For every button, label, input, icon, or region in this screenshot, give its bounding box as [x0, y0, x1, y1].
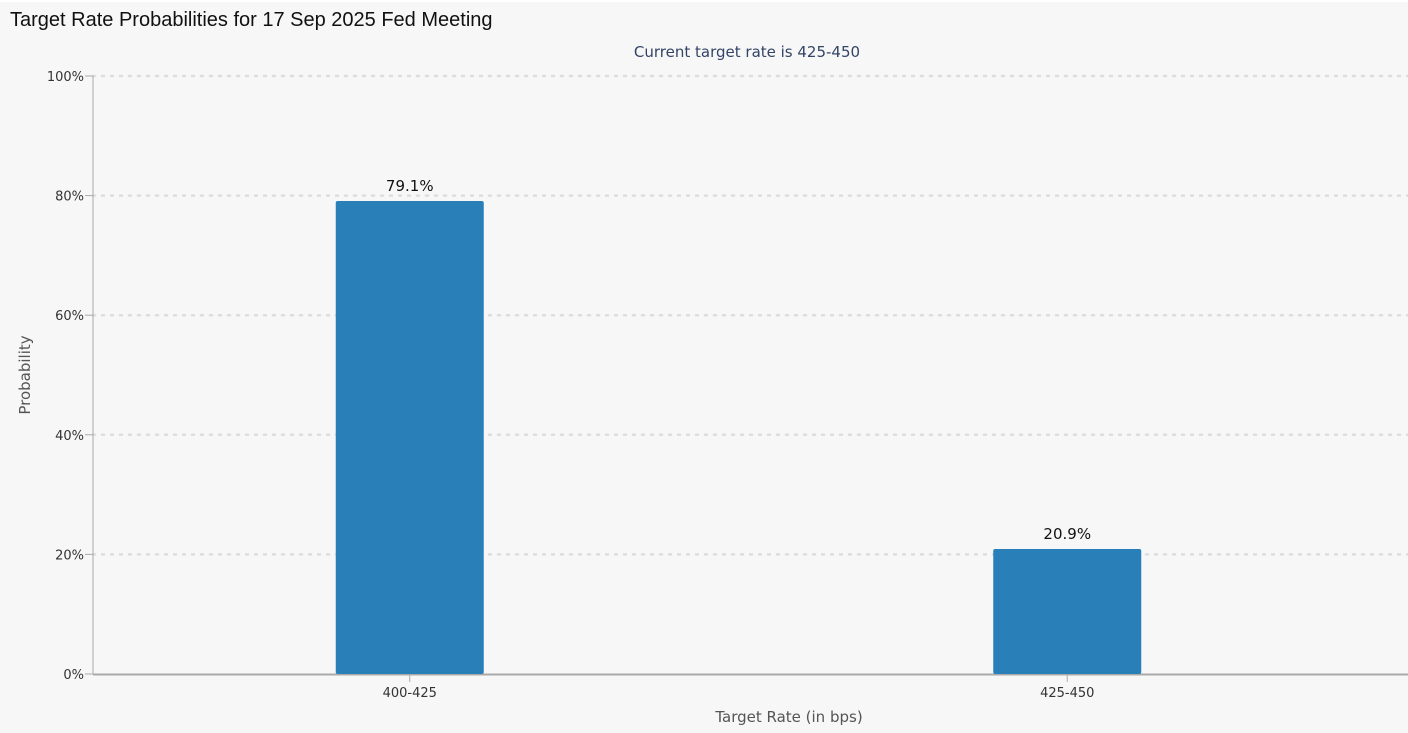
bar-425-450	[993, 549, 1142, 674]
y-tick-label: 40%	[55, 429, 84, 444]
x-axis-title: Target Rate (in bps)	[714, 708, 862, 726]
labels: 0% 20% 40% 60% 80% 100% 79.1% 400-425 20.9% 425-4…	[16, 43, 1094, 726]
y-tick-label: 100%	[47, 70, 84, 85]
data-label: 79.1%	[386, 177, 434, 195]
top-rule	[0, 0, 1408, 2]
chart-subtitle: Current target rate is 425-450	[634, 43, 860, 61]
y-tick-label: 0%	[63, 668, 84, 683]
y-tick-label: 20%	[55, 548, 84, 563]
grid-lines	[91, 74, 1408, 556]
y-axis-title: Probability	[16, 335, 34, 414]
x-tick-label: 400-425	[383, 686, 437, 701]
data-label: 20.9%	[1043, 525, 1091, 543]
bar-400-425	[335, 200, 484, 674]
y-tick-label: 80%	[55, 190, 84, 205]
axes	[85, 75, 1408, 682]
x-tick-label: 425-450	[1040, 686, 1094, 701]
page-title: Target Rate Probabilities for 17 Sep 202…	[10, 9, 493, 31]
bars	[335, 200, 1142, 674]
y-tick-label: 60%	[55, 309, 84, 324]
